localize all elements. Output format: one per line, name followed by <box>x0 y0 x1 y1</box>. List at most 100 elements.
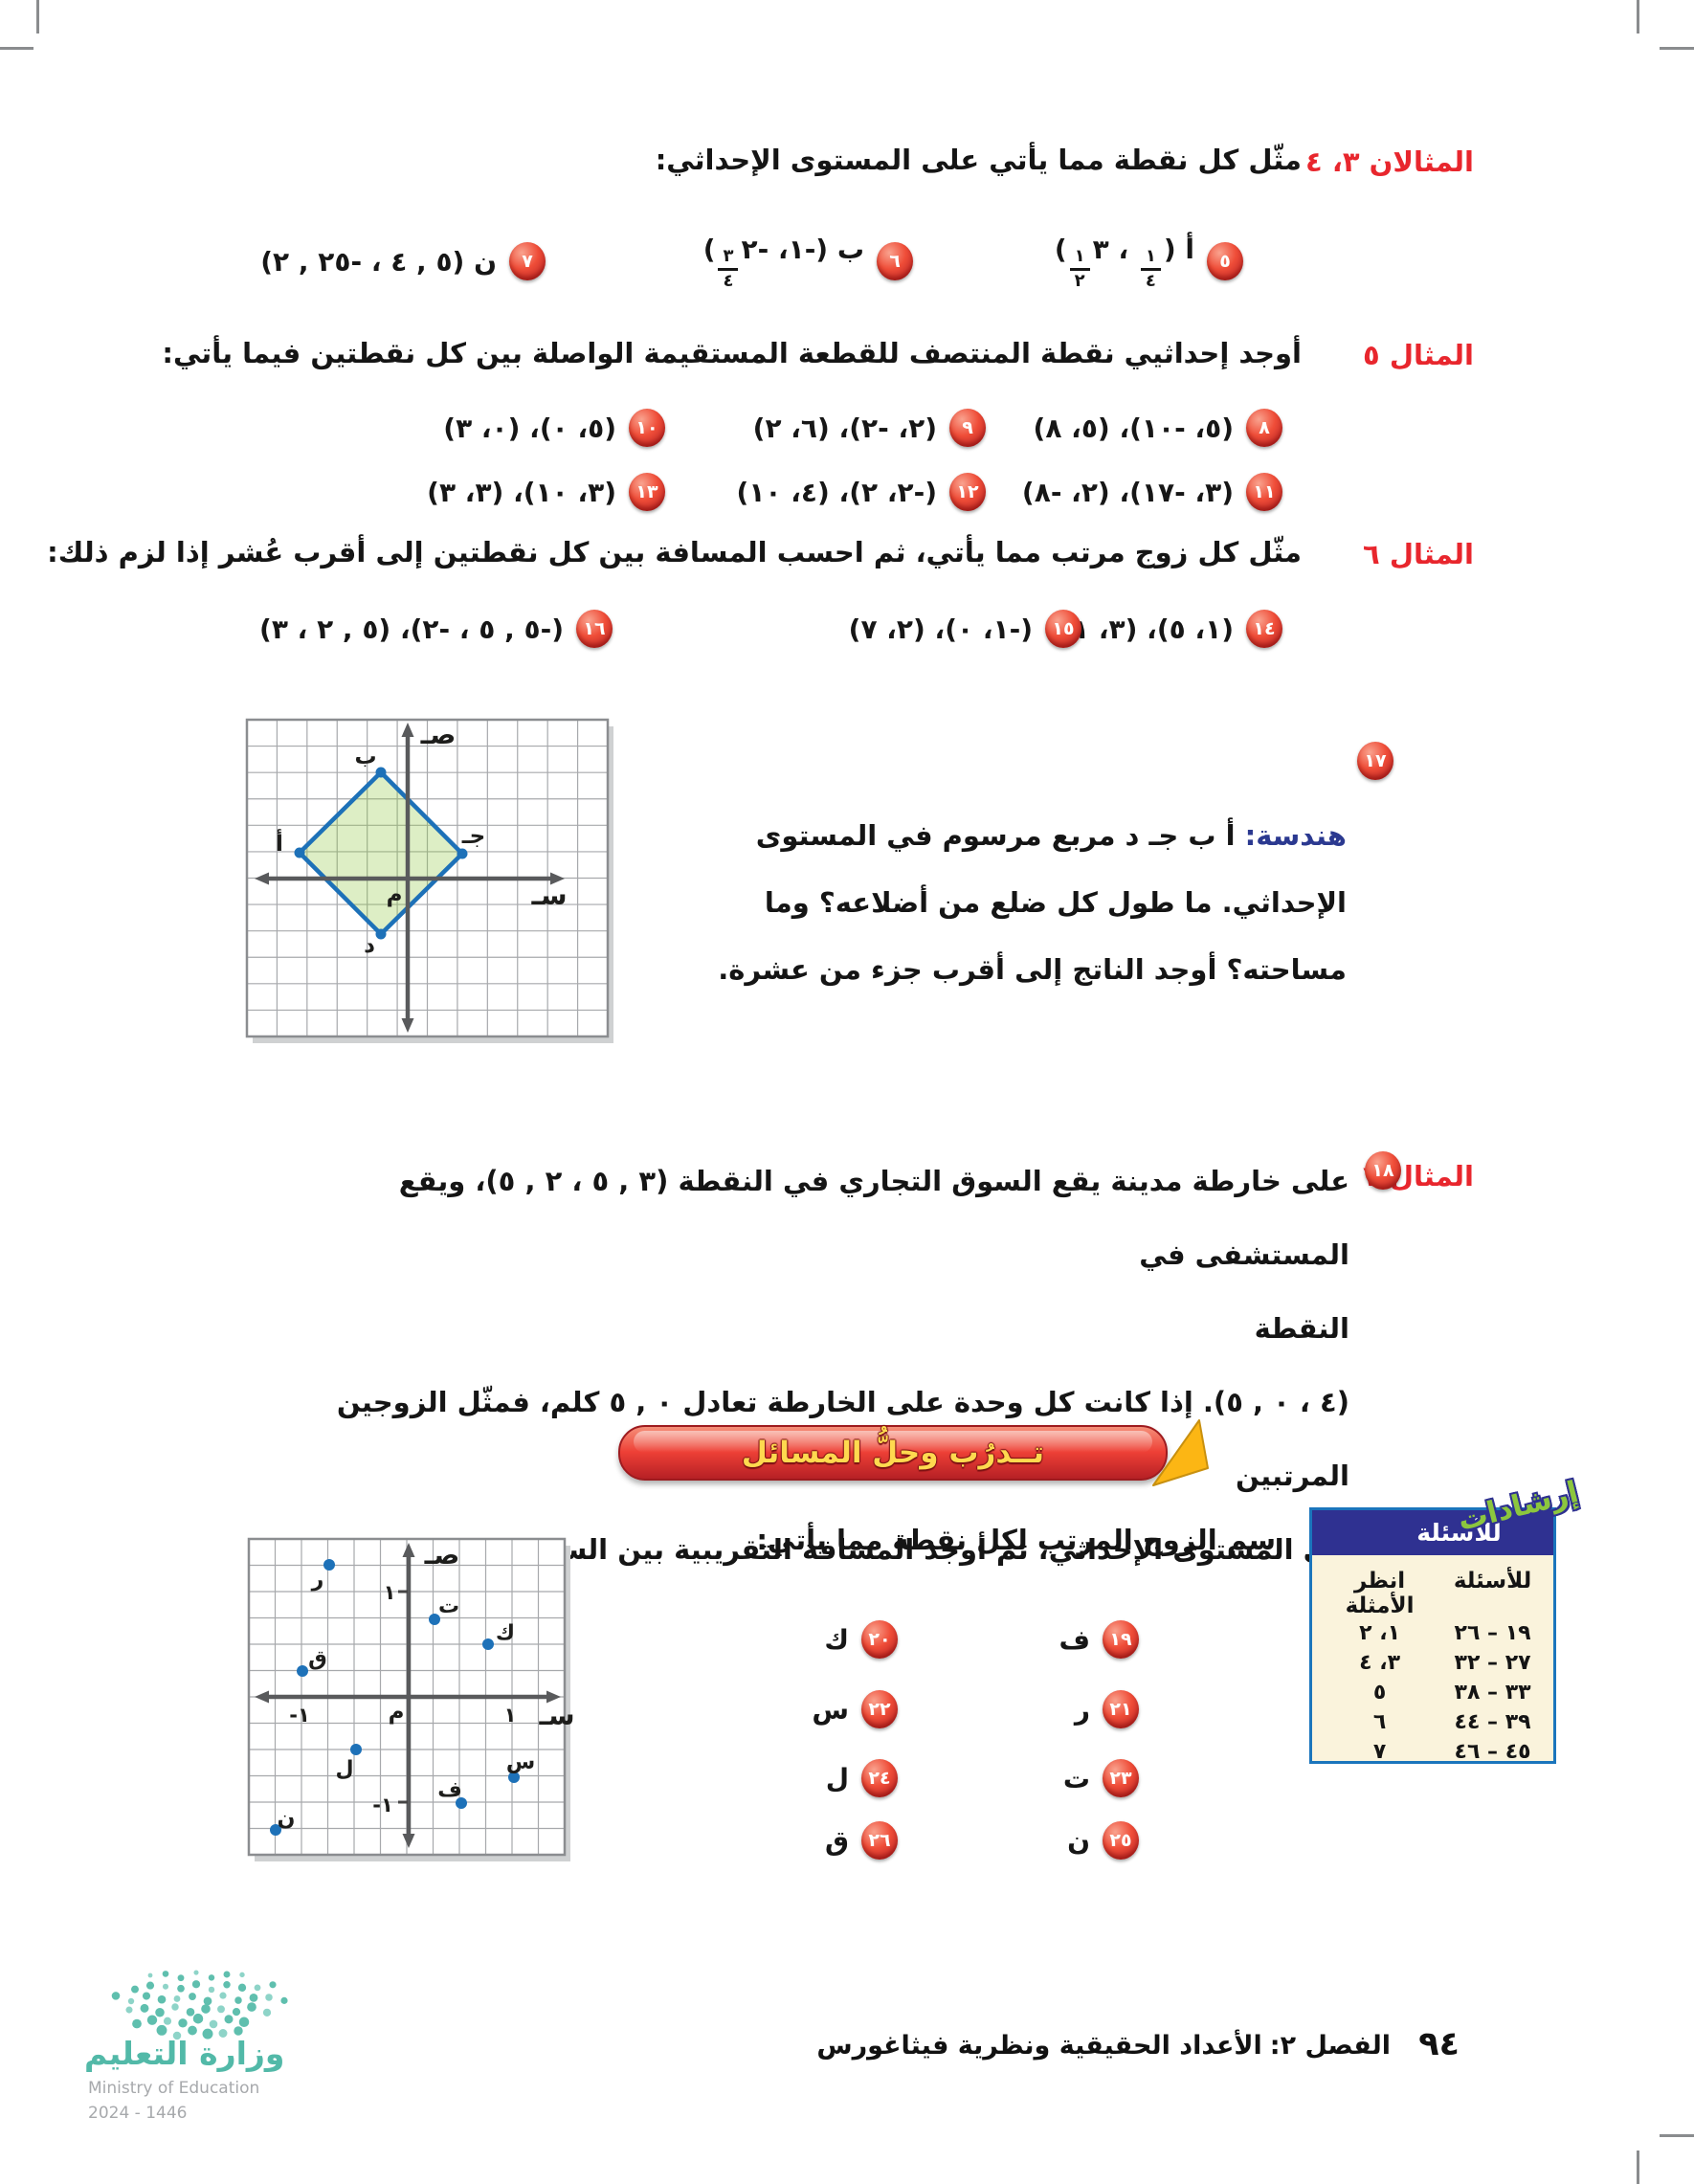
exercise-item-10: ١٠ (٥، ٠)، (٠، ٣) <box>443 406 665 450</box>
item-badge: ٢٣ <box>1103 1759 1139 1797</box>
exercise-item-22: ٢٢ س <box>812 1687 898 1731</box>
svg-text:ك: ك <box>496 1621 515 1645</box>
item-text: ك <box>824 1623 849 1656</box>
exercise-item-18: على خارطة مدينة يقع السوق التجاري في الن… <box>325 1165 1349 1566</box>
example-3-4-prompt: مثّل كل نقطة مما يأتي على المستوى الإحدا… <box>655 144 1302 176</box>
exercise-item-23: ٢٣ ت <box>1063 1756 1139 1800</box>
exercise-item-14: ١٤ (١، ٥)، (٣، ١) <box>1060 607 1282 651</box>
item-badge: ٦ <box>877 242 913 280</box>
practice-banner-label: تــدرُب وحلُّ المسائل <box>741 1436 1045 1470</box>
svg-text:ر: ر <box>311 1568 324 1592</box>
example-5-prompt: أوجد إحداثيي نقطة المنتصف للقطعة المستقي… <box>162 337 1302 369</box>
item-badge: ١٧ <box>1357 742 1393 780</box>
svg-text:ق: ق <box>308 1647 327 1671</box>
example-6-prompt: مثّل كل زوج مرتب مما يأتي، ثم احسب المسا… <box>47 536 1302 568</box>
example-5-label: المثال ٥ <box>1363 339 1474 371</box>
item-badge: ١١ <box>1246 473 1282 511</box>
item-text: ب (-١، -٢ ٣ ٤) <box>702 234 864 291</box>
svg-text:د: د <box>364 933 375 958</box>
hint-row: ٣٩ – ٤٤ ٦ <box>1372 1710 1531 1734</box>
chapter-footer: الفصل ٢:الأعداد الحقيقية ونظرية فيثاغورس <box>816 2031 1391 2061</box>
example-3-4-label: المثالان ٣، ٤ <box>1305 145 1474 178</box>
ministry-logo-wordmark: وزارة التعليم <box>84 2035 285 2072</box>
item-text: س <box>812 1693 849 1726</box>
ministry-logo-en: Ministry of Education <box>88 2079 260 2098</box>
svg-text:ل: ل <box>335 1757 353 1781</box>
svg-text:ب: ب <box>354 745 376 769</box>
ministry-logo-icon <box>111 1970 288 2040</box>
svg-text:ف: ف <box>437 1778 462 1802</box>
crop-mark <box>1660 47 1694 50</box>
exercise-item-24: ٢٤ ل <box>826 1756 898 1800</box>
item-text: ل <box>825 1762 849 1794</box>
item-text: (٣، -١٧)، (٢، -٨) <box>1021 476 1234 508</box>
crop-mark <box>1660 2134 1694 2137</box>
exercise-item-26: ٢٦ ق <box>825 1818 898 1862</box>
hint-row: ١٩ – ٢٦ ١، ٢ <box>1359 1621 1531 1645</box>
points-coordinate-grid: صـ سـ م ١ -١ ١ -١ ر ت ك ق ل س ف ن <box>247 1537 575 1861</box>
item-badge: ٢١ <box>1103 1690 1139 1728</box>
svg-text:س: س <box>506 1750 535 1774</box>
exercise-item-25: ٢٥ ن <box>1067 1818 1139 1862</box>
banner-arrow-icon <box>1152 1419 1209 1486</box>
item-badge: ١٥ <box>1045 610 1081 648</box>
exercise-item-19: ١٩ ف <box>1059 1617 1139 1661</box>
item-badge: ١٤ <box>1246 610 1282 648</box>
hints-header: للأسئلة <box>1312 1510 1553 1555</box>
crop-mark <box>1637 0 1639 33</box>
item-text: (-٥ , ٥ ، -٢)، (٥ , ٢ ، ٣) <box>259 613 564 645</box>
item-text: (٣، ١٠)، (٣، ٣) <box>427 476 616 508</box>
item-text: (١، ٥)، (٣، ١) <box>1060 613 1234 645</box>
item-badge: ٩ <box>949 409 986 447</box>
svg-text:-١: -١ <box>372 1794 393 1816</box>
hint-row: ٢٧ – ٣٢ ٣، ٤ <box>1359 1651 1531 1675</box>
hints-header-label: للأسئلة <box>1416 1519 1502 1547</box>
exercise-item-7: ٧ ن (٥ , ٤ ، -٢٥ , ٢) <box>260 239 546 283</box>
naming-prompt: سم الزوج المرتب لكل نقطة مما يأتي: <box>756 1524 1276 1556</box>
svg-text:أ: أ <box>276 828 283 857</box>
item-badge: ٢٤ <box>861 1759 898 1797</box>
hints-rows: ١٩ – ٢٦ ١، ٢ ٢٧ – ٣٢ ٣، ٤ ٣٣ – ٣٨ ٥ ٣٩ – ٤٤ ٦ ٤٥… <box>1312 1618 1553 1767</box>
item-badge: ١٩ <box>1103 1620 1139 1659</box>
exercise-item-12: ١٢ (-٢، ٢)، (٤، ١٠) <box>737 470 986 514</box>
exercise-item-17: هندسة:أ ب جـ د مربع مرسوم في المستوى الإ… <box>638 735 1347 1003</box>
item-text: (٢، -٢)، (٦، ٢) <box>752 412 937 444</box>
hints-column-headers: للأسئلة انظر الأمثلة <box>1312 1555 1553 1618</box>
exercise-item-21: ٢١ ر <box>1075 1687 1139 1731</box>
exercise-item-20: ٢٠ ك <box>824 1617 898 1661</box>
item-text: (٥، ٠)، (٠، ٣) <box>443 412 616 444</box>
svg-text:سـ: سـ <box>530 880 567 911</box>
practice-banner: تــدرُب وحلُّ المسائل <box>618 1425 1168 1481</box>
ministry-logo-year: 2024 - 1446 <box>88 2104 188 2123</box>
svg-text:صـ: صـ <box>420 719 457 750</box>
item-text: (-١، ٠)، (٢، ٧) <box>848 613 1033 645</box>
item-badge: ١٨ <box>1365 1151 1401 1190</box>
item-badge: ٢٠ <box>861 1620 898 1659</box>
svg-text:صـ: صـ <box>424 1539 460 1571</box>
item-text: أ (١ ٤ ، ٣ ١ ٢) <box>1054 234 1194 291</box>
geometry-lead: هندسة: <box>1244 819 1347 852</box>
item-badge: ٢٦ <box>861 1821 898 1860</box>
exercise-item-6: ٦ ب (-١، -٢ ٣ ٤) <box>703 232 913 291</box>
item-badge: ١٠ <box>629 409 665 447</box>
hints-col-questions: للأسئلة <box>1453 1569 1532 1593</box>
item-text: ف <box>1059 1623 1090 1656</box>
item-text: (٥، -١٠)، (٥، ٨) <box>1033 412 1234 444</box>
hint-row: ٣٣ – ٣٨ ٥ <box>1372 1681 1531 1705</box>
hint-row: ٤٥ – ٤٦ ٧ <box>1372 1740 1531 1764</box>
item-badge: ١٦ <box>576 610 613 648</box>
item-text: ق <box>824 1824 849 1857</box>
item-badge: ١٢ <box>949 473 986 511</box>
hints-col-examples: انظر الأمثلة <box>1345 1569 1415 1618</box>
item-badge: ٢٥ <box>1103 1821 1139 1860</box>
svg-text:-١: -١ <box>289 1704 310 1727</box>
item-badge: ٨ <box>1246 409 1282 447</box>
exercise-item-15: ١٥ (-١، ٠)، (٢، ٧) <box>849 607 1081 651</box>
chapter-prefix: الفصل ٢: <box>1269 2031 1391 2061</box>
page-number: ٩٤ <box>1418 2025 1460 2063</box>
exercise-item-11: ١١ (٣، -١٧)، (٢، -٨) <box>1022 470 1282 514</box>
geometry-text: أ ب جـ د مربع مرسوم في المستوى الإحداثي.… <box>718 819 1347 986</box>
item-badge: ٥ <box>1207 242 1243 280</box>
